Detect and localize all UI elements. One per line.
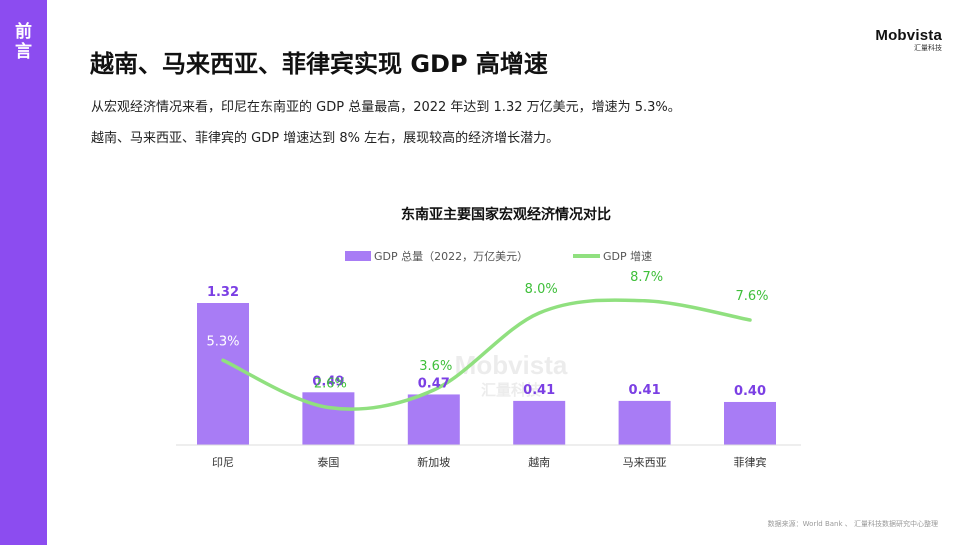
section-label-line1: 前 — [15, 22, 32, 42]
logo-wordmark: Mobvista — [875, 27, 942, 44]
brand-logo: Mobvista 汇量科技 — [875, 28, 942, 53]
category-tick-label: 印尼 — [212, 456, 234, 469]
category-tick-label: 新加坡 — [417, 455, 450, 469]
labels-layer: 1.32 印尼 0.49 泰国 0.47 新加坡 0.41 越南 0.41 马来西亚 0.40 菲律宾… — [206, 270, 768, 469]
growth-rate-label: 8.0% — [525, 282, 558, 297]
gdp-bar — [724, 401, 776, 445]
legend-bar-label: GDP 总量（2022，万亿美元） — [374, 249, 528, 263]
intro-text-line1: 从宏观经济情况来看，印尼在东南亚的 GDP 总量最高，2022 年达到 1.32… — [91, 100, 681, 115]
chart-title: 东南亚主要国家宏观经济情况对比 — [401, 206, 611, 223]
growth-rate-label: 3.6% — [419, 359, 452, 374]
gdp-value-label: 0.40 — [734, 384, 766, 399]
bars-layer — [197, 303, 776, 445]
gdp-bar — [513, 400, 566, 445]
logo-subtitle: 汇量科技 — [914, 44, 942, 52]
page-title: 越南、马来西亚、菲律宾实现 GDP 高增速 — [90, 50, 548, 78]
growth-rate-label: 2.6% — [314, 377, 347, 392]
gdp-value-label: 1.32 — [207, 285, 239, 300]
category-tick-label: 菲律宾 — [734, 455, 767, 469]
gdp-bar — [302, 392, 355, 445]
gdp-value-label: 0.49 — [312, 374, 344, 389]
category-tick-label: 越南 — [528, 455, 550, 469]
gdp-value-label: 0.47 — [418, 376, 450, 391]
legend-bar-swatch — [345, 251, 371, 261]
gdp-bar — [618, 400, 671, 445]
gdp-value-label: 0.41 — [629, 383, 661, 398]
category-tick-label: 泰国 — [317, 455, 339, 469]
watermark-main: Mobvista — [455, 350, 568, 380]
side-accent-bar: 前 言 — [0, 0, 47, 545]
gdp-value-label: 0.41 — [523, 383, 555, 398]
gdp-bar — [197, 303, 249, 445]
watermark-sub: 汇量科技 — [481, 381, 542, 399]
section-label-line2: 言 — [15, 42, 32, 62]
data-source-note: 数据来源：World Bank 、 汇量科技数据研究中心整理 — [767, 520, 938, 528]
growth-rate-line — [221, 298, 752, 411]
legend-line-label: GDP 增速 — [603, 249, 652, 263]
gdp-bar — [407, 394, 460, 445]
watermark: Mobvista 汇量科技 — [455, 350, 568, 399]
category-tick-label: 马来西亚 — [623, 456, 667, 469]
section-label: 前 言 — [0, 22, 47, 62]
intro-text-line2: 越南、马来西亚、菲律宾的 GDP 增速达到 8% 左右，展现较高的经济增长潜力。 — [91, 131, 560, 146]
growth-rate-label: 7.6% — [735, 289, 768, 304]
growth-rate-label: 8.7% — [630, 270, 663, 285]
growth-rate-label: 5.3% — [206, 334, 239, 349]
